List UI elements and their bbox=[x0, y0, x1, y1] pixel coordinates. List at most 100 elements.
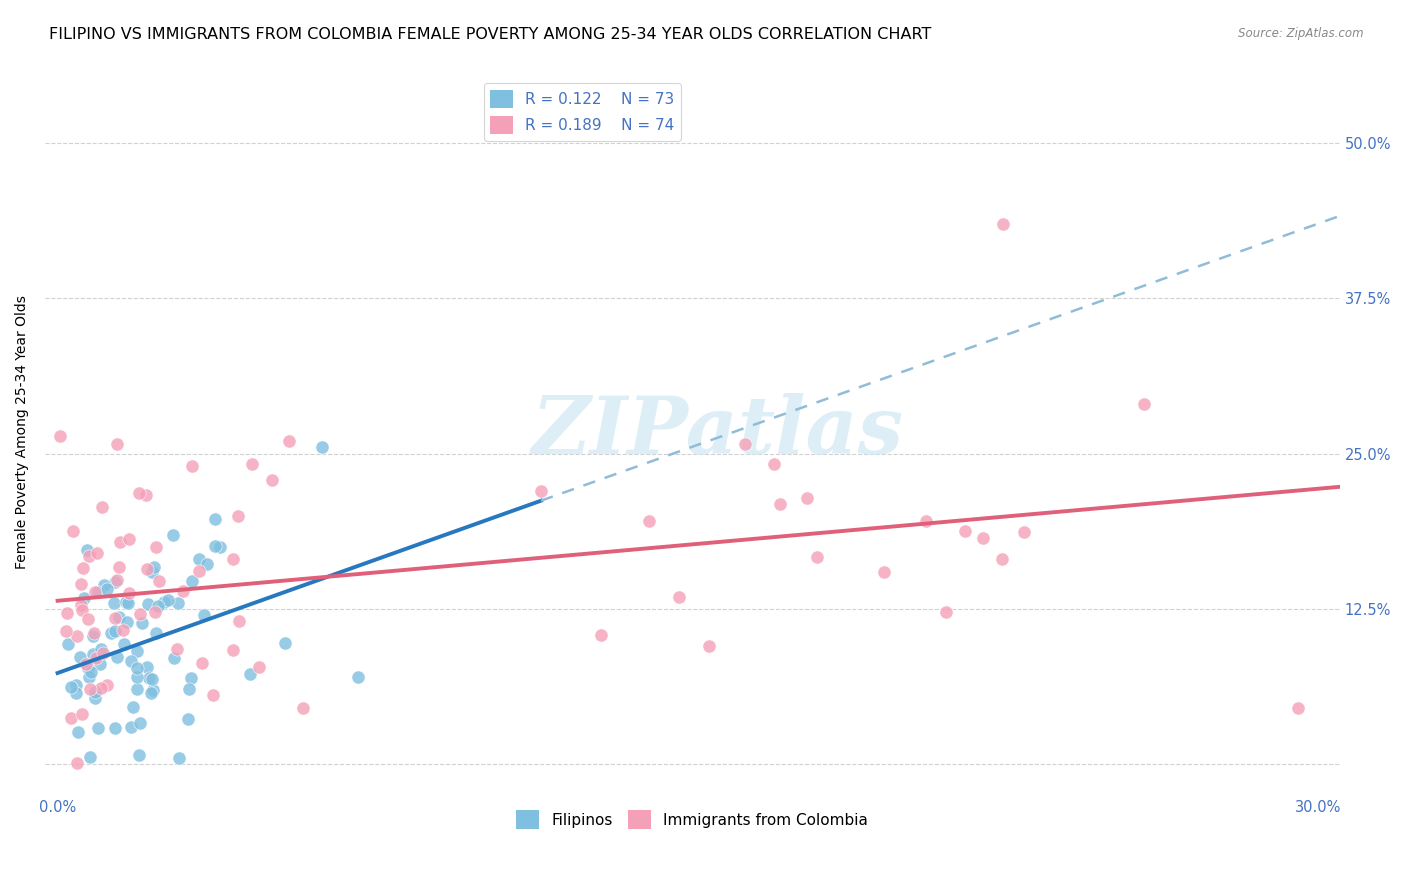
Point bbox=[697, 640, 720, 654]
Point bbox=[125, 670, 148, 684]
Point bbox=[141, 566, 163, 580]
Point bbox=[274, 635, 297, 649]
Point bbox=[806, 550, 828, 565]
Point bbox=[142, 683, 165, 698]
Point bbox=[89, 657, 111, 671]
Y-axis label: Female Poverty Among 25-34 Year Olds: Female Poverty Among 25-34 Year Olds bbox=[15, 295, 30, 569]
Point bbox=[163, 651, 186, 665]
Point bbox=[90, 681, 112, 695]
Point bbox=[55, 624, 77, 639]
Point bbox=[181, 458, 204, 473]
Point bbox=[240, 457, 263, 471]
Point bbox=[120, 654, 142, 668]
Point bbox=[972, 531, 994, 545]
Point bbox=[209, 540, 232, 554]
Point bbox=[82, 629, 104, 643]
Point bbox=[56, 606, 79, 620]
Point bbox=[668, 591, 690, 605]
Point bbox=[188, 552, 211, 566]
Point bbox=[167, 596, 190, 610]
Point bbox=[49, 428, 72, 442]
Point bbox=[82, 647, 104, 661]
Point bbox=[180, 671, 202, 685]
Point bbox=[129, 607, 152, 622]
Point bbox=[112, 623, 135, 637]
Point bbox=[127, 681, 149, 696]
Point bbox=[796, 491, 818, 505]
Point bbox=[122, 699, 145, 714]
Point bbox=[105, 649, 128, 664]
Point bbox=[60, 710, 83, 724]
Point bbox=[591, 628, 613, 642]
Point bbox=[204, 512, 226, 526]
Point bbox=[62, 524, 84, 538]
Point bbox=[993, 217, 1015, 231]
Point bbox=[79, 750, 101, 764]
Point bbox=[153, 595, 176, 609]
Point bbox=[145, 540, 167, 554]
Point bbox=[128, 747, 150, 762]
Point bbox=[83, 626, 105, 640]
Point bbox=[277, 434, 299, 449]
Point bbox=[66, 756, 89, 770]
Point bbox=[70, 707, 93, 722]
Point bbox=[262, 473, 284, 487]
Point bbox=[762, 457, 785, 471]
Point bbox=[135, 488, 157, 502]
Point bbox=[96, 678, 118, 692]
Point bbox=[72, 591, 94, 605]
Point bbox=[1133, 396, 1156, 410]
Point bbox=[180, 574, 202, 588]
Point bbox=[530, 483, 553, 498]
Point bbox=[953, 524, 976, 539]
Point bbox=[66, 629, 89, 643]
Point bbox=[112, 637, 135, 651]
Point bbox=[131, 616, 153, 631]
Point bbox=[77, 661, 100, 675]
Text: ZIPatlas: ZIPatlas bbox=[531, 393, 904, 471]
Legend: Filipinos, Immigrants from Colombia: Filipinos, Immigrants from Colombia bbox=[510, 805, 875, 835]
Point bbox=[172, 583, 194, 598]
Point bbox=[221, 551, 243, 566]
Point bbox=[90, 500, 112, 515]
Point bbox=[935, 605, 957, 619]
Point bbox=[79, 549, 101, 563]
Point bbox=[104, 574, 127, 589]
Point bbox=[86, 546, 108, 560]
Point bbox=[91, 646, 114, 660]
Point bbox=[76, 543, 98, 558]
Point bbox=[226, 509, 249, 524]
Point bbox=[72, 561, 94, 575]
Point bbox=[96, 582, 118, 596]
Point bbox=[79, 665, 101, 679]
Point bbox=[69, 649, 91, 664]
Point bbox=[228, 615, 250, 629]
Point bbox=[221, 643, 243, 657]
Point bbox=[84, 651, 107, 665]
Point bbox=[141, 672, 163, 686]
Point bbox=[136, 598, 159, 612]
Point bbox=[65, 678, 87, 692]
Point bbox=[60, 680, 83, 694]
Point bbox=[769, 497, 792, 511]
Point bbox=[77, 612, 100, 626]
Point bbox=[79, 682, 101, 697]
Point bbox=[204, 539, 226, 553]
Point bbox=[638, 514, 661, 528]
Point bbox=[177, 682, 200, 697]
Point bbox=[291, 701, 314, 715]
Point bbox=[108, 535, 131, 549]
Point bbox=[239, 667, 262, 681]
Point bbox=[195, 558, 218, 572]
Point bbox=[77, 670, 100, 684]
Point bbox=[127, 661, 149, 675]
Point bbox=[135, 562, 157, 576]
Text: Source: ZipAtlas.com: Source: ZipAtlas.com bbox=[1239, 27, 1364, 40]
Point bbox=[734, 437, 756, 451]
Point bbox=[991, 552, 1014, 566]
Point bbox=[84, 584, 107, 599]
Point bbox=[84, 690, 107, 705]
Point bbox=[162, 527, 184, 541]
Point bbox=[177, 712, 200, 726]
Point bbox=[104, 624, 127, 639]
